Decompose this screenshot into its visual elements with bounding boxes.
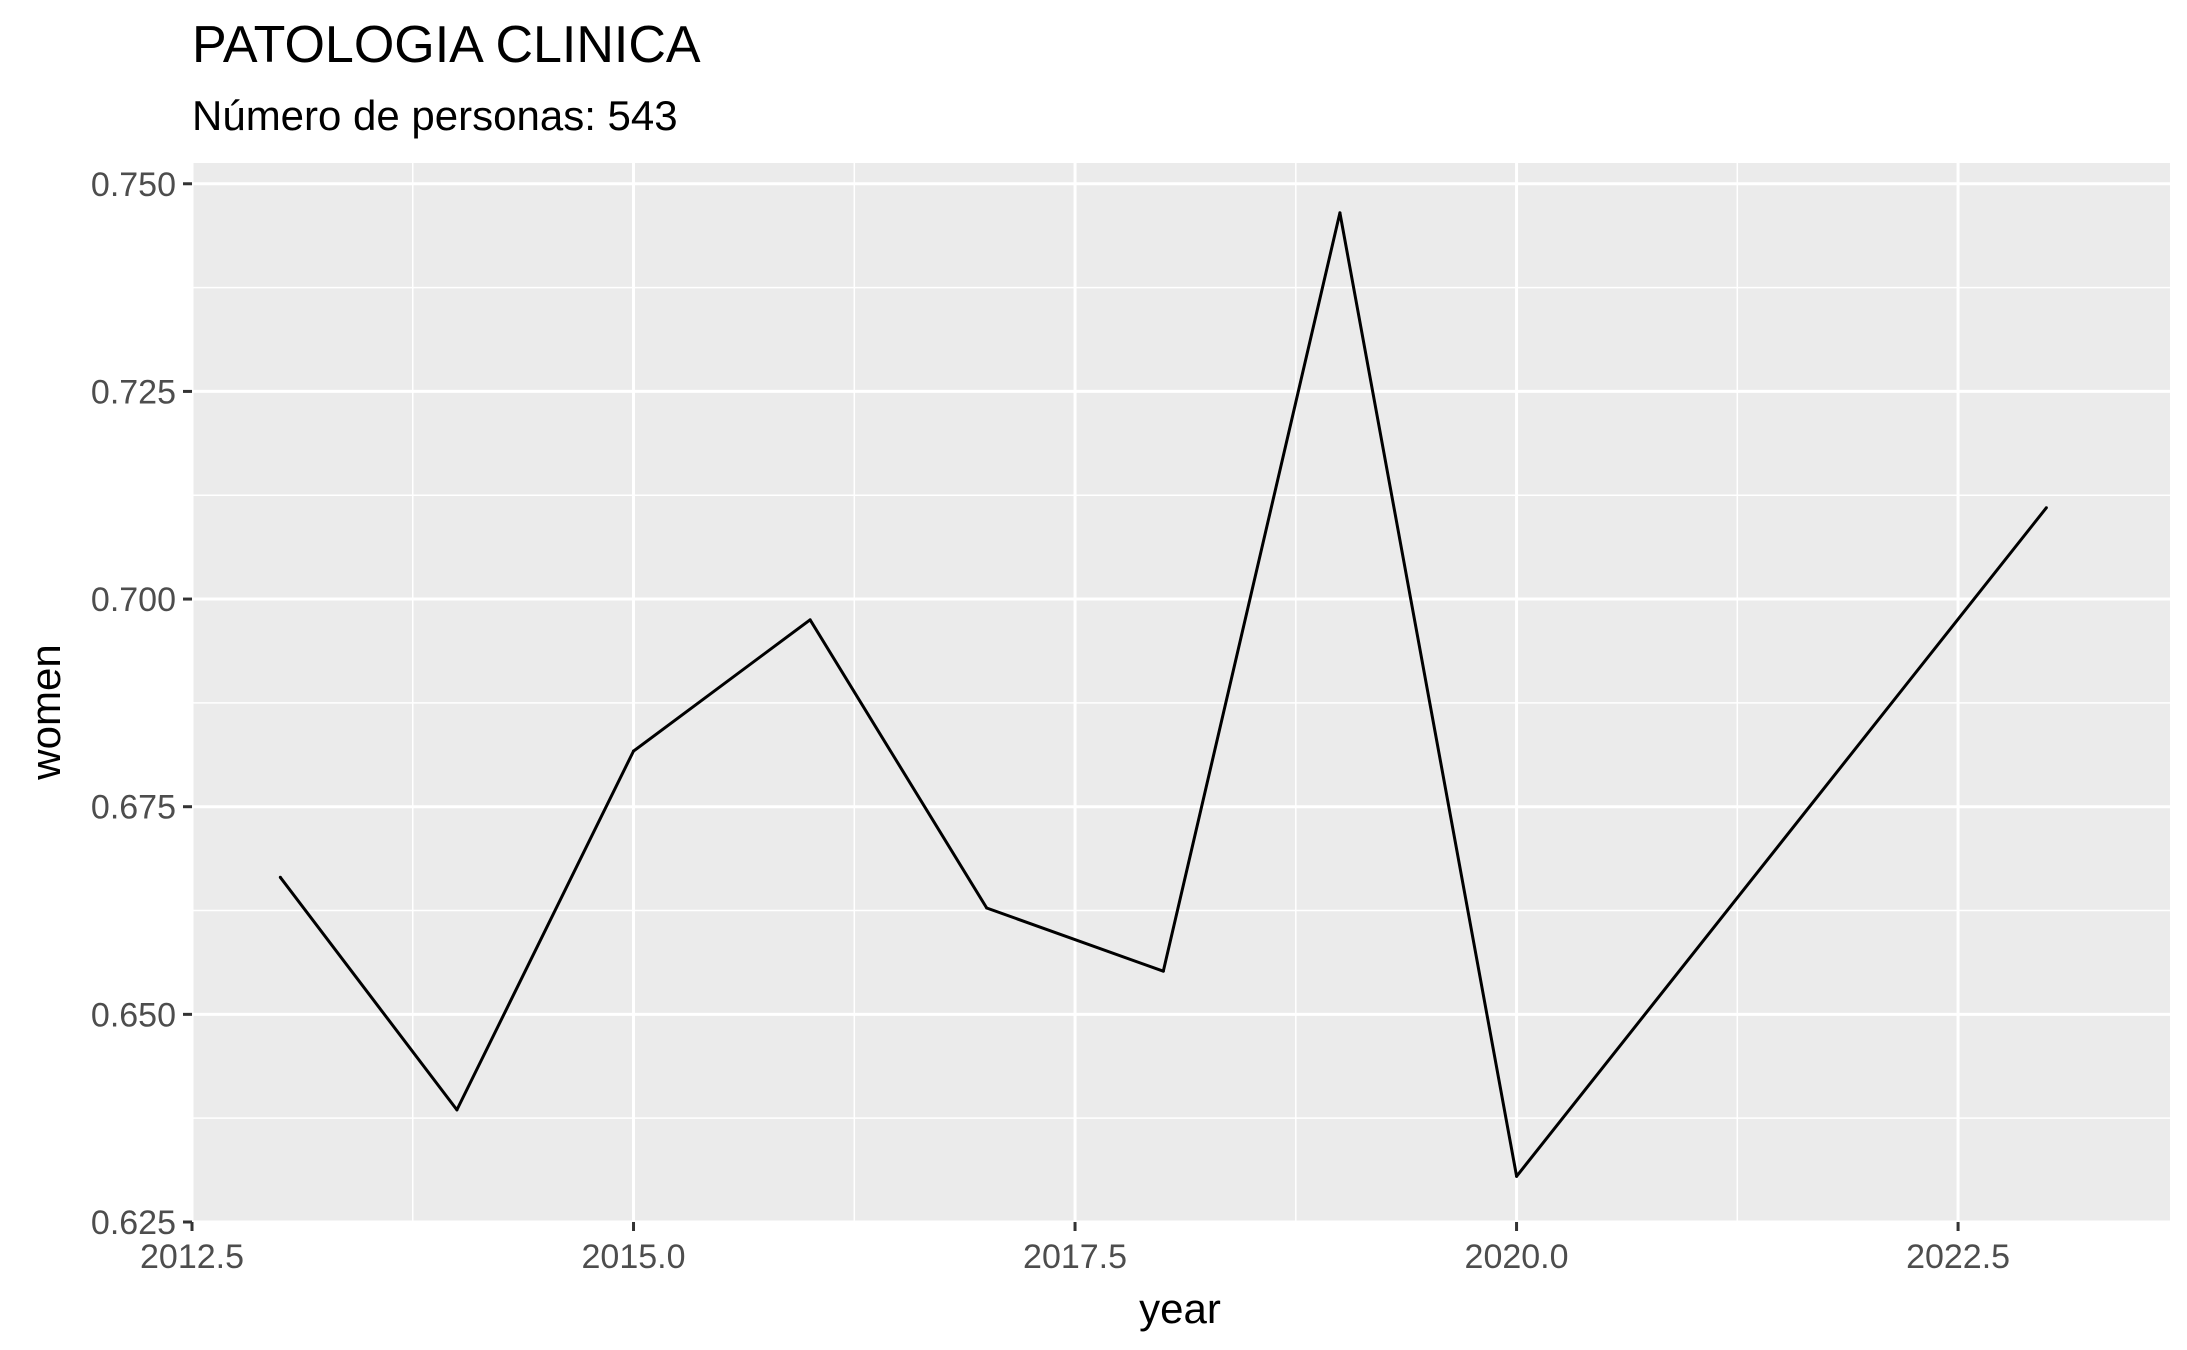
y-tick-label: 0.625	[91, 1204, 176, 1242]
x-tick-label: 2022.5	[1906, 1238, 2010, 1276]
y-axis-title: women	[22, 644, 69, 780]
data-point	[808, 618, 812, 622]
data-point	[278, 875, 282, 879]
y-tick-label: 0.750	[91, 166, 176, 204]
series-layer	[278, 211, 2048, 1178]
y-tick-label: 0.650	[91, 996, 176, 1034]
data-point	[455, 1108, 459, 1112]
x-axis-title: year	[1139, 1285, 1221, 1332]
y-tick-label: 0.700	[91, 581, 176, 619]
data-point	[1338, 211, 1342, 215]
y-axis: 0.625 0.650 0.675 0.700 0.725 0.750	[91, 166, 192, 1242]
chart-title: PATOLOGIA CLINICA	[192, 16, 701, 74]
y-tick-label: 0.675	[91, 789, 176, 827]
x-tick-label: 2012.5	[140, 1238, 244, 1276]
data-point	[2044, 506, 2048, 510]
x-tick-label: 2017.5	[1023, 1238, 1127, 1276]
x-tick-label: 2020.0	[1465, 1238, 1569, 1276]
x-axis: 2012.5 2015.0 2017.5 2020.0 2022.5	[140, 1222, 2010, 1276]
chart-subtitle: Número de personas: 543	[192, 92, 678, 139]
data-point	[985, 906, 989, 910]
major-gridlines	[190, 163, 2170, 1224]
y-tick-label: 0.725	[91, 373, 176, 411]
data-point	[1161, 969, 1165, 973]
minor-gridlines	[192, 163, 2170, 1222]
plot-panel	[192, 163, 2170, 1222]
x-tick-label: 2015.0	[582, 1238, 686, 1276]
data-point	[1515, 1174, 1519, 1178]
data-point	[632, 749, 636, 753]
